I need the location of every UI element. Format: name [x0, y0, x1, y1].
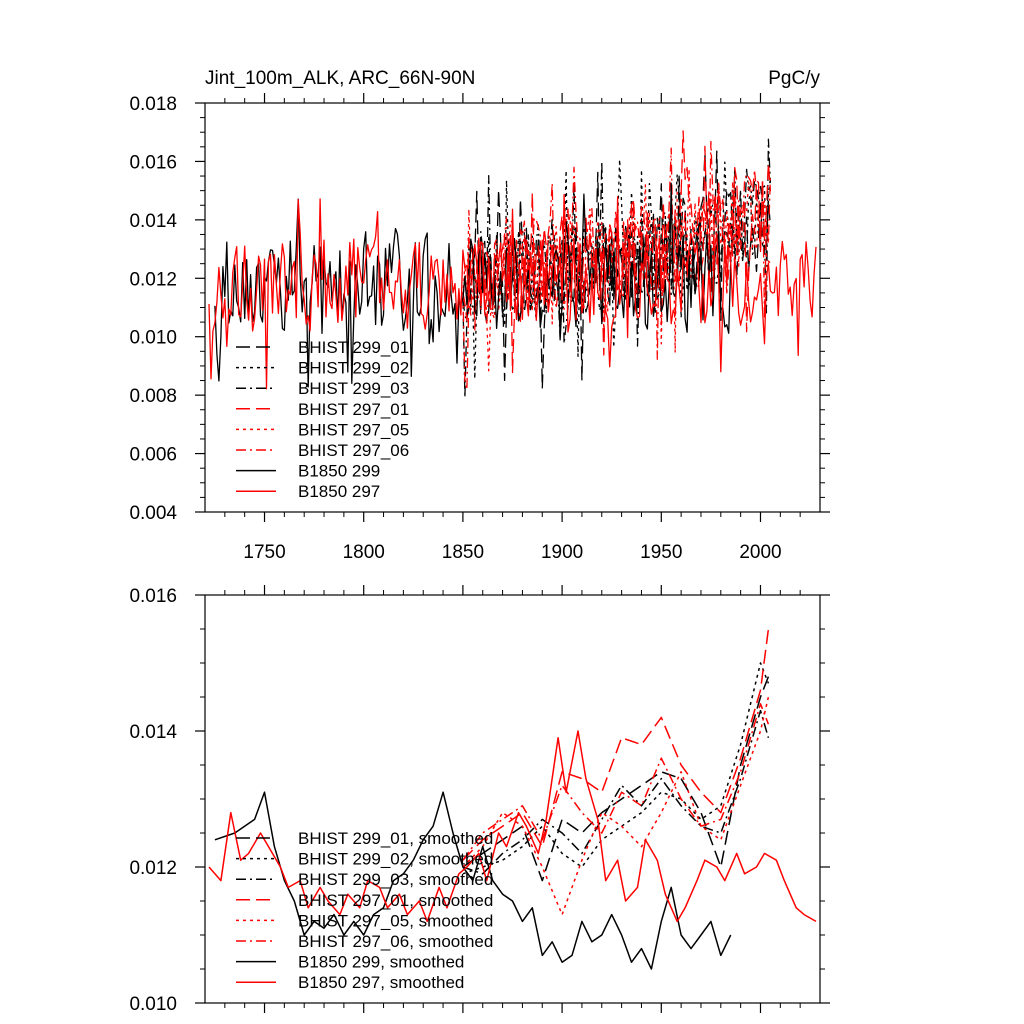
y-tick-label: 0.004 [129, 503, 177, 524]
y-tick-label: 0.014 [129, 211, 177, 232]
legend-label-b1850-297: B1850 297 [298, 482, 380, 501]
y-tick-label: 0.010 [129, 328, 177, 349]
y-tick-label: 0.008 [129, 386, 177, 407]
y-tick-label: 0.006 [129, 445, 177, 466]
legend-label-bhist-299-03-smoothed: BHIST 299_03, smoothed [298, 870, 493, 889]
top-axes: 1750 1800 1850 1900 1950 2000 0.004 0.006 0.008 0… [129, 93, 830, 563]
legend-label-bhist-297-01-smoothed: BHIST 297_01, smoothed [298, 891, 493, 910]
bottom-axes: 0.010 0.012 0.014 0.016 [129, 585, 830, 1015]
chart-title-left: Jint_100m_ALK, ARC_66N-90N [205, 68, 475, 89]
bottom-series-group [208, 628, 817, 970]
y-tick-label: 0.010 [129, 994, 177, 1015]
y-tick-label: 0.012 [129, 269, 177, 290]
x-tick-label: 1850 [442, 542, 484, 563]
x-tick-label: 2000 [739, 542, 781, 563]
series-line-bhist-299-03-smoothed [462, 709, 770, 875]
series-line-b1850-299-smoothed [214, 791, 732, 970]
x-tick-label: 1750 [243, 542, 285, 563]
top-panel: Jint_100m_ALK, ARC_66N-90N PgC/y 1750 180… [129, 68, 830, 563]
legend-label-b1850-297-smoothed: B1850 297, smoothed [298, 973, 464, 992]
x-tick-label: 1900 [541, 542, 583, 563]
legend-label-bhist-297-06-smoothed: BHIST 297_06, smoothed [298, 932, 493, 951]
legend-label-b1850-299-smoothed: B1850 299, smoothed [298, 953, 464, 972]
x-tick-label: 1950 [640, 542, 682, 563]
series-line-bhist-299-01-smoothed [462, 676, 770, 882]
series-line-b1850-299 [214, 182, 732, 388]
legend-label-b1850-299: B1850 299 [298, 462, 380, 481]
legend-label-bhist-299-02-smoothed: BHIST 299_02, smoothed [298, 850, 493, 869]
top-series-group [208, 130, 817, 399]
y-tick-label: 0.016 [129, 152, 177, 173]
legend-label-bhist-297-05-smoothed: BHIST 297_05, smoothed [298, 911, 493, 930]
bottom-panel: 0.010 0.012 0.014 0.016 BHIST 299_01, smoot… [129, 585, 830, 1015]
legend-label-bhist-297-01: BHIST 297_01 [298, 400, 409, 419]
legend-label-bhist-297-05: BHIST 297_05 [298, 420, 409, 439]
bottom-legend: BHIST 299_01, smoothed BHIST 299_02, smoo… [236, 829, 493, 992]
y-tick-label: 0.018 [129, 94, 177, 115]
legend-label-bhist-299-03: BHIST 299_03 [298, 379, 409, 398]
series-line-bhist-297-06-smoothed [462, 703, 770, 861]
chart-title-units: PgC/y [768, 68, 820, 89]
series-clip-group [208, 628, 817, 970]
y-tick-label: 0.014 [129, 722, 177, 743]
series-line-b1850-297-smoothed [208, 730, 817, 923]
y-tick-label: 0.016 [129, 586, 177, 607]
legend-label-bhist-299-02: BHIST 299_02 [298, 359, 409, 378]
legend-label-bhist-297-06: BHIST 297_06 [298, 441, 409, 460]
legend-label-bhist-299-01: BHIST 299_01 [298, 338, 409, 357]
series-line-b1850-297 [208, 193, 817, 390]
series-clip-group [208, 130, 817, 399]
series-line-bhist-297-01 [462, 130, 772, 374]
x-tick-label: 1800 [343, 542, 385, 563]
series-line-bhist-297-01-smoothed [462, 628, 770, 861]
y-tick-label: 0.012 [129, 858, 177, 879]
legend-label-bhist-299-01-smoothed: BHIST 299_01, smoothed [298, 829, 493, 848]
series-line-bhist-299-02-smoothed [462, 662, 770, 875]
series-line-bhist-297-05-smoothed [462, 696, 770, 916]
